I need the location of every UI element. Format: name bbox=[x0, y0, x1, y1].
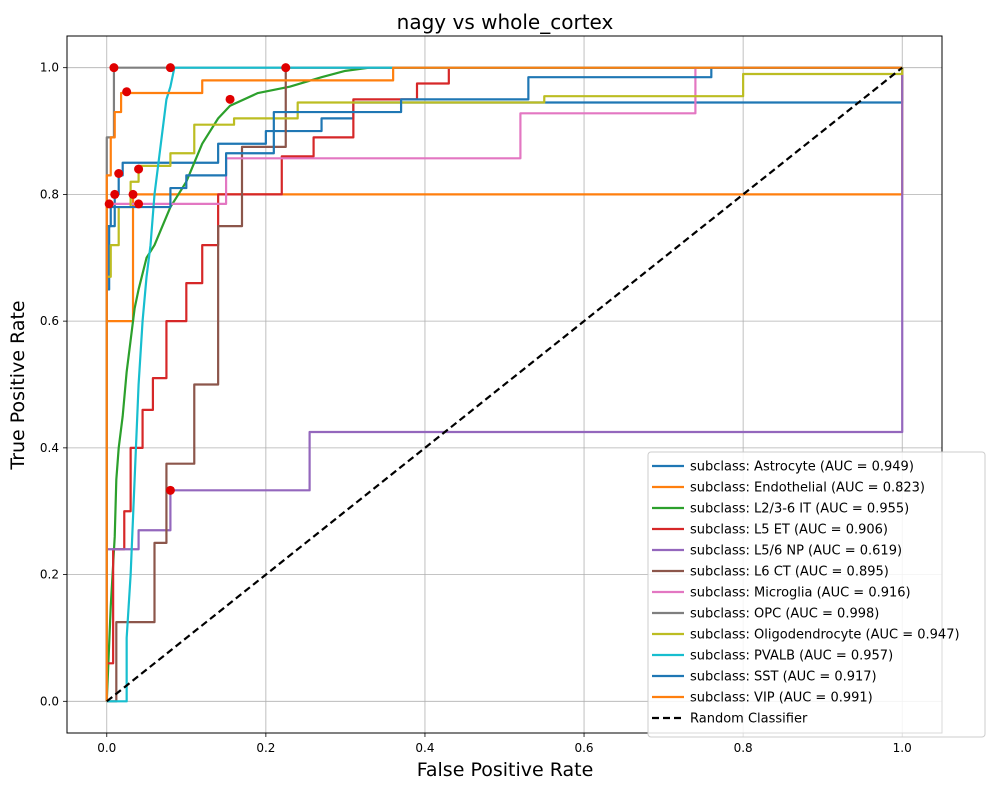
x-axis-ticks: 0.0 0.2 0.4 0.6 0.8 1.0 bbox=[97, 733, 912, 755]
y-tick-label: 0.4 bbox=[40, 441, 59, 455]
y-tick-label: 0.2 bbox=[40, 568, 59, 582]
y-tick-label: 1.0 bbox=[40, 61, 59, 75]
legend-box bbox=[647, 451, 986, 738]
x-tick-label: 1.0 bbox=[893, 741, 912, 755]
x-tick-label: 0.2 bbox=[256, 741, 275, 755]
series-line-6 bbox=[105, 66, 903, 702]
legend-entry: subclass: L5 ET (AUC = 0.906) bbox=[690, 523, 888, 538]
legend-entry: subclass: PVALB (AUC = 0.957) bbox=[690, 649, 893, 664]
y-tick-label: 0.8 bbox=[40, 187, 59, 201]
threshold-marker bbox=[104, 199, 114, 209]
threshold-marker bbox=[225, 94, 235, 104]
series-layer bbox=[105, 66, 904, 703]
y-tick-label: 0.0 bbox=[40, 694, 59, 708]
x-axis-label: False Positive Rate bbox=[417, 759, 594, 781]
series-line-11 bbox=[105, 66, 903, 702]
x-tick-label: 0.8 bbox=[734, 741, 753, 755]
legend-entry: subclass: VIP (AUC = 0.991) bbox=[690, 691, 873, 706]
legend-entry: subclass: Endothelial (AUC = 0.823) bbox=[690, 481, 925, 496]
marker-layer bbox=[104, 63, 291, 495]
series-line-12 bbox=[106, 66, 903, 703]
legend-entry: subclass: L6 CT (AUC = 0.895) bbox=[690, 565, 889, 580]
legend-entry: subclass: Astrocyte (AUC = 0.949) bbox=[690, 460, 914, 475]
threshold-marker bbox=[134, 164, 144, 174]
x-tick-label: 0.6 bbox=[574, 741, 593, 755]
threshold-marker bbox=[128, 189, 138, 199]
series-line-8 bbox=[105, 67, 904, 702]
legend-entry: subclass: Microglia (AUC = 0.916) bbox=[690, 586, 911, 601]
threshold-marker bbox=[134, 199, 144, 209]
series-line-5 bbox=[106, 66, 903, 703]
legend: subclass: Astrocyte (AUC = 0.949) subclas… bbox=[647, 451, 986, 738]
legend-entry: subclass: L5/6 NP (AUC = 0.619) bbox=[690, 544, 902, 559]
y-tick-label: 0.6 bbox=[40, 314, 59, 328]
threshold-marker bbox=[122, 87, 132, 97]
y-axis-ticks: 0.0 0.2 0.4 0.6 0.8 1.0 bbox=[40, 61, 67, 708]
threshold-marker bbox=[165, 485, 175, 495]
legend-entry: subclass: SST (AUC = 0.917) bbox=[690, 670, 877, 685]
threshold-marker bbox=[281, 63, 291, 73]
plot-frame bbox=[66, 35, 943, 734]
legend-entry: subclass: OPC (AUC = 0.998) bbox=[690, 607, 879, 622]
legend-entry: Random Classifier bbox=[690, 712, 808, 727]
threshold-marker bbox=[110, 189, 120, 199]
threshold-marker bbox=[114, 168, 124, 178]
threshold-marker bbox=[109, 63, 119, 73]
series-line-3 bbox=[105, 66, 903, 702]
legend-entry: subclass: Oligodendrocyte (AUC = 0.947) bbox=[690, 628, 960, 643]
chart-title: nagy vs whole_cortex bbox=[397, 10, 614, 34]
x-tick-label: 0.4 bbox=[415, 741, 434, 755]
threshold-marker bbox=[165, 63, 175, 73]
series-line-4 bbox=[105, 67, 904, 702]
y-axis-label: True Positive Rate bbox=[7, 300, 29, 470]
x-tick-label: 0.0 bbox=[97, 741, 116, 755]
legend-entry: subclass: L2/3-6 IT (AUC = 0.955) bbox=[690, 502, 909, 517]
